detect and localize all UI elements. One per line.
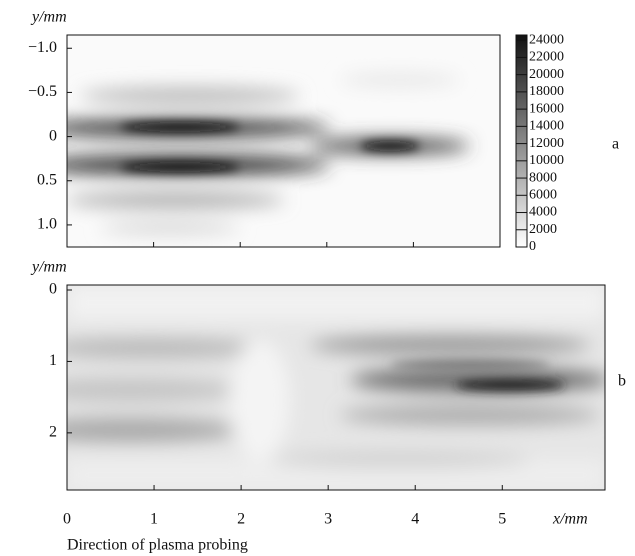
y-tick-label: 0.5 [37, 171, 57, 188]
x-tick-label: 5 [498, 511, 506, 528]
y-tick-label: 0 [49, 281, 57, 298]
colorbar-tick-label: 18000 [529, 84, 564, 99]
x-tick-label: 2 [237, 511, 245, 528]
colorbar-tick-label: 20000 [529, 67, 564, 82]
x-tick-label: 3 [324, 511, 332, 528]
colorbar-tick-label: 2000 [529, 222, 557, 237]
colorbar-tick-label: 0 [529, 239, 536, 254]
y-axis-title: y/mm [30, 9, 67, 26]
colorbar-tick-label: 4000 [529, 205, 557, 220]
colorbar-tick-label: 24000 [529, 32, 564, 47]
colorbar-tick-label: 16000 [529, 101, 564, 116]
colorbar-tick-label: 14000 [529, 119, 564, 134]
y-tick-label: −0.5 [28, 83, 57, 100]
y-tick-label: 1.0 [37, 216, 57, 233]
x-tick-label: 1 [150, 511, 158, 528]
x-tick-label: 4 [411, 511, 419, 528]
colorbar-tick-label: 6000 [529, 188, 557, 203]
plot-frame [66, 34, 501, 248]
x-tick-label: 0 [63, 511, 71, 528]
heatmap-a [67, 35, 500, 247]
colorbar-tick-label: 22000 [529, 50, 564, 65]
y-tick-label: 2 [49, 424, 57, 441]
y-tick-label: −1.0 [28, 39, 57, 56]
colorbar-tick-label: 8000 [529, 170, 557, 185]
panel-label: a [612, 136, 619, 153]
plot-frame [66, 284, 606, 491]
heatmap-b [67, 285, 605, 490]
y-tick-label: 0 [49, 127, 57, 144]
caption: Direction of plasma probing [67, 537, 248, 554]
colorbar-scale [515, 34, 528, 248]
panel-label: b [618, 373, 626, 390]
colorbar-tick-label: 10000 [529, 153, 564, 168]
x-axis-title: x/mm [552, 511, 588, 528]
colorbar-tick-label: 12000 [529, 136, 564, 151]
y-axis-title: y/mm [30, 259, 67, 276]
colorbar: 0 2000 4000 6000 8000 10000 12000 14000 16000 180… [515, 32, 564, 254]
y-tick-label: 1 [49, 352, 57, 369]
